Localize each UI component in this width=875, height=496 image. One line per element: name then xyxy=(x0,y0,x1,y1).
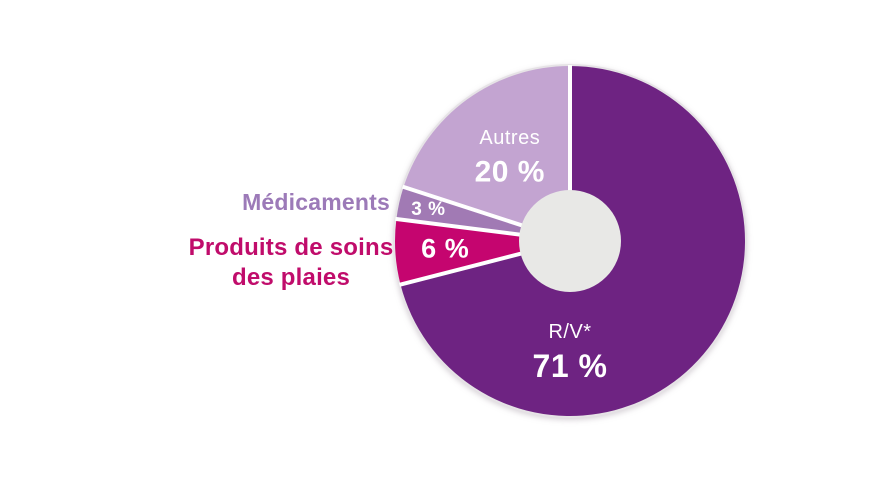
pie-slice-autres xyxy=(403,66,570,241)
pie-slice-produits-de-soins-des-plaies xyxy=(395,219,570,285)
slice-name-autres: Autres xyxy=(479,127,540,149)
label-produits-line2: des plaies xyxy=(231,264,351,291)
label-medicaments: Médicaments xyxy=(242,189,390,215)
slice-value-rv: 71 % xyxy=(533,348,608,384)
slice-value-produits-de-soins-des-plaies: 6 % xyxy=(421,234,469,264)
label-produits-line1: Produits de soins xyxy=(188,234,394,261)
slice-value-medicaments: 3 % xyxy=(411,199,445,220)
label-produits-de-soins-des-plaies: Produits de soins des plaies xyxy=(181,233,401,293)
slice-name-rv: R/V* xyxy=(548,321,591,343)
donut-hole xyxy=(519,190,621,292)
slice-value-autres: 20 % xyxy=(475,156,545,189)
